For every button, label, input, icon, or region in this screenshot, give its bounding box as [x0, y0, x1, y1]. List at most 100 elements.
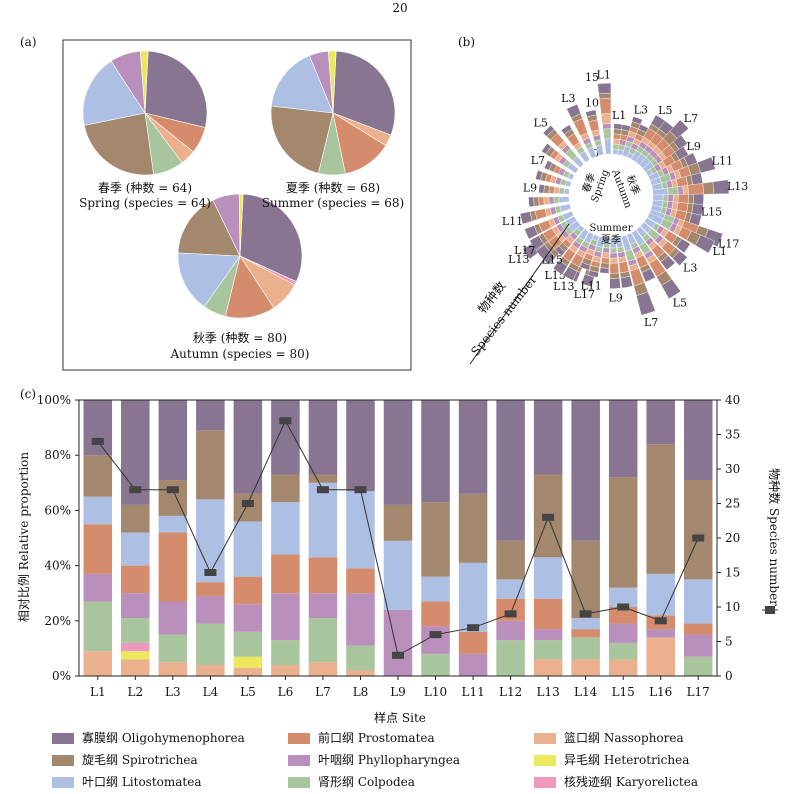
bar-l8-prostomatea — [346, 568, 375, 594]
x-tick-l9: L9 — [390, 685, 406, 699]
legend: 寡膜纲 Oligohymenophorea 前口纲 Prostomatea 篮口纲 … — [52, 730, 698, 789]
bar-l7-nassophorea — [308, 662, 338, 676]
bar-l2-heterotrichea — [121, 651, 150, 660]
species-marker-l13 — [542, 513, 555, 521]
bar-l4-colpodea — [196, 623, 225, 665]
bar-l14-colpodea — [571, 637, 600, 660]
radial-bar-spring-1-prostomatea — [599, 98, 612, 115]
bar-l5-colpodea — [233, 631, 263, 657]
bar-l12-prostomatea — [496, 598, 525, 621]
radial-site-label-spring-l17: L17 — [574, 288, 595, 301]
bar-l6-spirotrichea — [271, 474, 300, 503]
radial-bar-autumn-14-nassophorea — [672, 194, 679, 203]
radial-bar-summer-9-oligohymenophorea — [609, 277, 621, 289]
pie-spring-slice-oligohymenophorea — [144, 50, 208, 129]
bar-l10-oligohymenophorea — [421, 400, 450, 503]
radial-bar-spring-9-colpodea — [558, 187, 565, 195]
bar-l2-karyorelictea — [121, 642, 150, 652]
radial-bar-spring-10-colpodea — [553, 196, 560, 204]
radial-site-label-autumn-l3: L3 — [634, 104, 648, 117]
radial-bar-spring-9-spirotrichea — [543, 184, 550, 194]
radial-bar-summer-10-nassophorea — [601, 252, 610, 259]
bar-l2-prostomatea — [121, 565, 150, 594]
pie-autumn-slice-heterotrichea — [238, 193, 244, 257]
pie-spring-slice-heterotrichea — [139, 50, 149, 114]
radial-site-label-autumn-l5: L5 — [658, 104, 672, 117]
bar-l17-oligohymenophorea — [683, 400, 713, 481]
x-tick-l14: L14 — [574, 685, 598, 699]
bar-l17-litostomatea — [683, 579, 713, 624]
radial-bar-spring-12-oligohymenophorea — [524, 225, 539, 240]
radial-site-label-spring-l1: L1 — [597, 68, 611, 81]
bar-l5-spirotrichea — [233, 493, 263, 522]
legend-label-colpodea: 肾形纲 Colpodea — [318, 775, 415, 789]
bar-l17-spirotrichea — [683, 480, 713, 580]
pie-summer-slice-oligohymenophorea — [332, 50, 396, 136]
pie-summer-slice-litostomatea — [271, 55, 334, 114]
bar-l13-oligohymenophorea — [533, 400, 563, 475]
y2-tick-20: 20 — [725, 531, 740, 545]
radial-bar-spring-5-oligohymenophorea — [542, 125, 555, 137]
radial-bar-summer-9-nassophorea — [609, 257, 619, 264]
radial-site-label-summer-l13: L13 — [553, 280, 574, 293]
bar-l15-spirotrichea — [608, 477, 638, 588]
y-axis-label: 相对比例 Relative proportion — [17, 452, 31, 622]
y-tick-2: 40% — [44, 559, 71, 573]
bar-l12-litostomatea — [496, 579, 525, 599]
radial-bar-summer-13-oligohymenophorea — [562, 266, 578, 281]
y2-tick-5: 5 — [725, 635, 733, 649]
radial-bar-autumn-13-prostomatea — [687, 183, 704, 195]
radial-bar-autumn-14-spirotrichea — [687, 193, 694, 205]
radial-bar-autumn-7-oligohymenophorea — [669, 119, 689, 139]
legend-label-spirotrichea: 旋毛纲 Spirotrichea — [82, 753, 198, 767]
radial-site-label-summer-l9: L9 — [608, 292, 622, 305]
panel-b-label: (b) — [458, 35, 475, 49]
pie-summer-label-en: Summer (species = 68) — [262, 196, 404, 210]
bar-l10-colpodea — [421, 653, 450, 676]
bar-l12-oligohymenophorea — [496, 400, 525, 541]
radial-bar-summer-10-spirotrichea — [600, 262, 610, 269]
radial-bar-spring-10-oligohymenophorea — [528, 196, 535, 208]
bar-l6-oligohymenophorea — [271, 400, 300, 475]
bar-l8-oligohymenophorea — [346, 400, 375, 492]
legend-swatch-oligohymenophorea — [52, 733, 74, 744]
species-marker-l7 — [316, 486, 329, 494]
x-tick-l12: L12 — [499, 685, 522, 699]
radial-bar-spring-7-oligohymenophorea — [543, 160, 553, 171]
bar-l1-prostomatea — [83, 524, 113, 574]
radial-bar-spring-10-prostomatea — [538, 196, 545, 206]
radial-bar-spring-9-prostomatea — [548, 185, 555, 194]
bar-l4-prostomatea — [196, 582, 225, 596]
pie-autumn-slice-litostomatea — [177, 252, 241, 308]
panel-a-label: (a) — [20, 35, 37, 49]
panel-a-frame — [62, 39, 412, 371]
bar-l5-litostomatea — [233, 521, 263, 577]
radial-site-label-autumn-l7: L7 — [684, 112, 698, 125]
bar-l10-spirotrichea — [421, 502, 450, 577]
radial-bar-autumn-13-spirotrichea — [702, 181, 714, 195]
radial-bar-spring-10-spirotrichea — [533, 196, 540, 207]
pie-summer-slice-heterotrichea — [327, 50, 337, 114]
radial-site-label-summer-l3: L3 — [683, 262, 697, 275]
y2-axis-label: 物种数 Species number — [767, 468, 782, 606]
bar-l4-spirotrichea — [196, 430, 225, 500]
bar-l13-nassophorea — [533, 659, 563, 676]
bar-l4-litostomatea — [196, 499, 225, 583]
radial-bar-summer-10-phyllopharyngea — [602, 247, 610, 254]
species-marker-l15 — [617, 603, 630, 611]
y-tick-3: 60% — [44, 503, 71, 517]
radial-site-label-spring-l13: L13 — [508, 253, 529, 266]
radial-site-label-autumn-l9: L9 — [687, 140, 701, 153]
bar-l12-spirotrichea — [496, 540, 525, 580]
pie-spring-slice-spirotrichea — [83, 112, 154, 176]
radial-bar-summer-3-oligohymenophorea — [672, 250, 688, 266]
radial-bar-spring-3-oligohymenophorea — [566, 104, 581, 119]
season-label-summer-en: Summer — [590, 223, 633, 234]
bar-l15-oligohymenophorea — [608, 400, 638, 478]
species-marker-l6 — [279, 417, 292, 425]
radial-bar-summer-10-prostomatea — [600, 257, 610, 264]
radial-site-label-autumn-l13: L13 — [727, 180, 748, 193]
radial-tick-10: 10 — [585, 96, 599, 109]
radial-bar-spring-1-oligohymenophorea — [597, 82, 612, 95]
radial-bar-autumn-13-nassophorea — [682, 185, 689, 195]
